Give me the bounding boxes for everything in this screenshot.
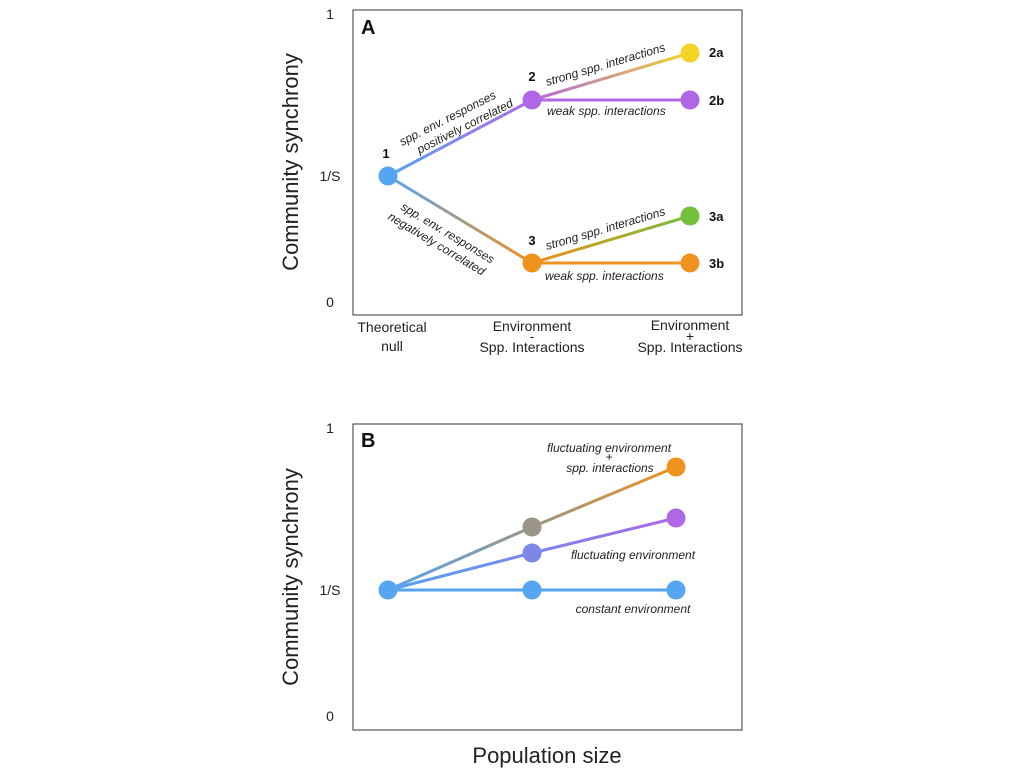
line-2-to-2a [531,51,691,102]
line-fluct-segment-1 [387,551,533,592]
y-axis-title: Community synchrony [278,468,303,686]
y-tick-bottom: 0 [326,294,334,310]
point-label-1: 1 [382,146,389,161]
category-label-env-minus-line3: Spp. Interactions [479,339,584,355]
annotation-positive: spp. env. responses positively correlate… [397,88,516,157]
panel-a-frame [352,9,743,316]
point-constant-end [666,580,686,600]
panel-b-label: B [361,430,375,452]
category-label-env-plus-line3: Spp. Interactions [637,339,742,355]
point-2a [680,43,700,63]
point-label-2b: 2b [709,93,724,108]
y-tick-bottom: 0 [326,708,334,724]
x-axis-title: Population size [472,743,621,768]
point-label-2a: 2a [709,45,724,60]
category-label-env-plus: Environment [651,317,730,333]
annotation-weak-upper: weak spp. interactions [547,104,666,118]
point-fluct-mid [522,543,542,563]
line-3-to-3a [531,214,691,265]
point-3 [522,253,542,273]
category-label-env-minus: Environment [493,318,572,334]
y-axis-title: Community synchrony [278,53,303,271]
y-tick-mid: 1/S [319,582,340,598]
category-label-null-line2: null [381,338,403,354]
annotation-fluct: fluctuating environment [571,548,696,562]
panel-a-label: A [361,17,375,39]
panel-b-frame [352,423,743,731]
y-tick-mid: 1/S [319,168,340,184]
annotation-fluct-spp-plus: + [605,450,612,464]
line-1-to-2 [387,98,533,178]
line-fluct-spp-segment-2 [531,465,677,529]
category-label-env-minus-sign: - [530,328,535,344]
point-label-2: 2 [528,69,535,84]
point-3a [680,206,700,226]
point-label-3a: 3a [709,209,724,224]
y-tick-top: 1 [326,420,334,436]
annotation-weak-lower: weak spp. interactions [545,269,664,283]
annotation-fluct-spp-line3: spp. interactions [566,461,653,475]
panel-a: A 1 1/S 0 Community synchrony Theoretica… [278,6,743,355]
line-1-to-3 [387,174,533,265]
line-fluct-spp-segment-1 [387,525,533,592]
point-fluct-spp-end [666,457,686,477]
category-label-env-plus-sign: + [686,328,694,344]
point-label-3b: 3b [709,256,724,271]
point-3b [680,253,700,273]
annotation-constant: constant environment [576,602,691,616]
point-fluct-end [666,508,686,528]
line-fluct-segment-2 [531,516,677,555]
point-1 [378,166,398,186]
point-2b [680,90,700,110]
point-constant-mid [522,580,542,600]
point-label-3: 3 [528,233,535,248]
panel-b: B 1 1/S 0 Community synchrony Population… [278,420,743,768]
annotation-fluct-spp-line1: fluctuating environment [547,441,672,455]
point-fluct-spp-mid [522,517,542,537]
category-label-null: Theoretical [357,319,426,335]
y-tick-top: 1 [326,6,334,22]
point-start [378,580,398,600]
point-2 [522,90,542,110]
